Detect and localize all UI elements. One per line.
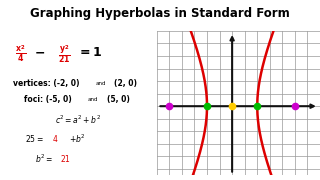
Text: $\mathbf{-}$: $\mathbf{-}$ [34,46,45,59]
Text: $c^2 = a^2 + b^2$: $c^2 = a^2 + b^2$ [55,114,101,126]
Text: $\mathbf{= 1}$: $\mathbf{= 1}$ [77,46,102,59]
Text: $21$: $21$ [60,153,70,164]
Text: $\mathbf{\frac{x^2}{4}}$: $\mathbf{\frac{x^2}{4}}$ [15,44,26,64]
Text: (2, 0): (2, 0) [115,78,138,87]
Text: $4$: $4$ [52,133,58,144]
Text: and: and [96,80,106,86]
Text: $b^2 =$: $b^2 =$ [35,152,53,165]
Text: and: and [88,98,98,102]
Text: $\mathbf{\frac{y^2}{21}}$: $\mathbf{\frac{y^2}{21}}$ [58,43,71,65]
Text: $+ b^2$: $+ b^2$ [69,132,86,145]
Text: Graphing Hyperbolas in Standard Form: Graphing Hyperbolas in Standard Form [30,6,290,20]
Text: foci: (-5, 0): foci: (-5, 0) [24,95,71,104]
Text: $25 =$: $25 =$ [25,133,44,144]
Text: vertices: (-2, 0): vertices: (-2, 0) [12,78,79,87]
Text: (5, 0): (5, 0) [107,95,130,104]
